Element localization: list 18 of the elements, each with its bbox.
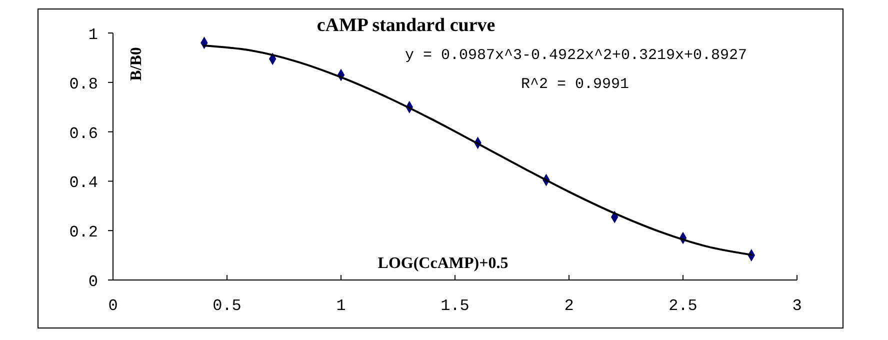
y-tick-label: 0.2 <box>69 224 98 242</box>
x-tick-label: 2 <box>564 297 574 315</box>
y-axis-title: B/B0 <box>128 47 145 81</box>
chart-title: cAMP standard curve <box>316 15 496 36</box>
y-tick-label: 1 <box>88 26 98 44</box>
x-tick-label: 0 <box>108 297 118 315</box>
annotation: y = 0.0987x^3-0.4922x^2+0.3219x+0.8927 <box>404 47 748 64</box>
x-tick-label: 1 <box>336 297 346 315</box>
y-tick-label: 0.8 <box>69 75 98 94</box>
x-tick-label: 3 <box>792 297 802 315</box>
x-tick-label: 2.5 <box>668 297 698 315</box>
y-tick-label: 0 <box>88 273 98 291</box>
x-tick-label: 1.5 <box>440 297 470 315</box>
y-tick-label: 0.6 <box>69 124 98 143</box>
x-axis-title: LOG(CcAMP)+0.5 <box>378 255 508 272</box>
x-tick-label: 0.5 <box>212 297 242 315</box>
annotation: R^2 = 0.9991 <box>520 76 630 93</box>
y-tick-label: 0.4 <box>69 174 98 192</box>
